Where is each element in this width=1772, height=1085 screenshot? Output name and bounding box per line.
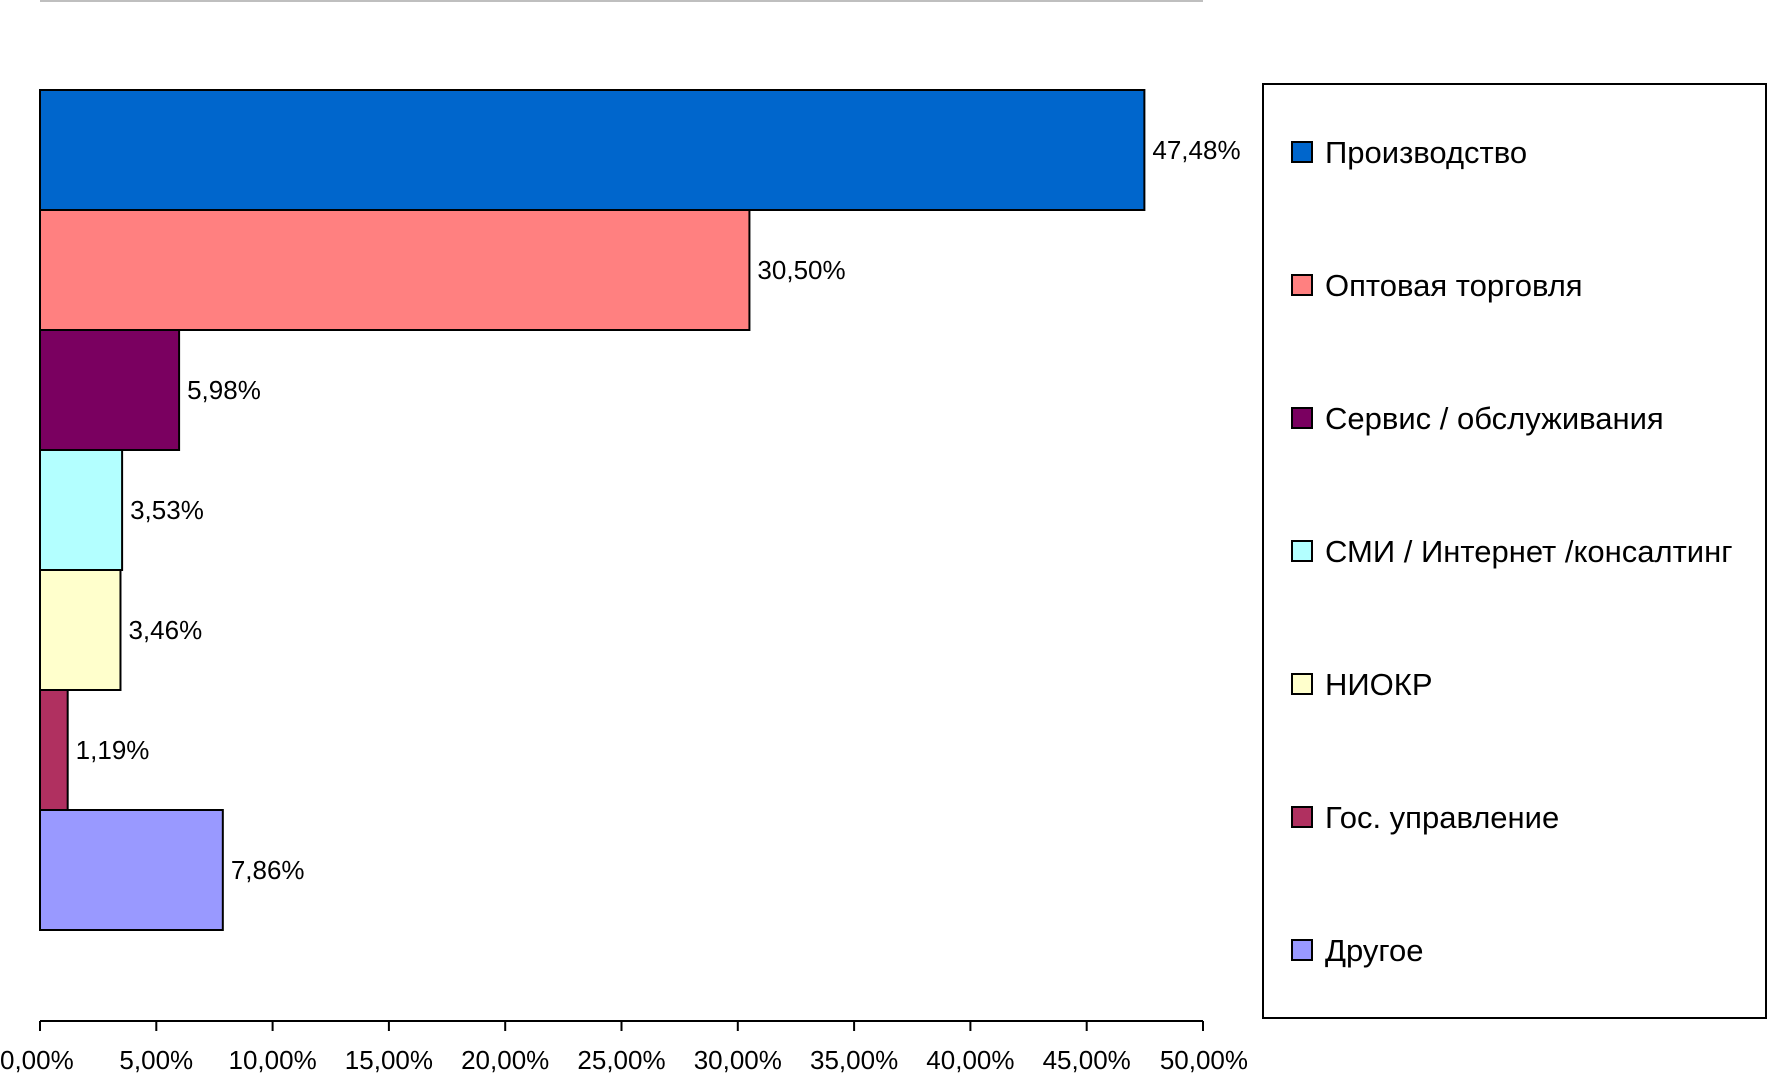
legend-label-4: НИОКР [1325,667,1433,702]
legend-swatch-4 [1291,673,1313,695]
data-label-5: 1,19% [76,735,150,765]
data-label-2: 5,98% [187,375,261,405]
data-label-0: 47,48% [1152,135,1240,165]
legend-label-3: СМИ / Интернет /консалтинг [1325,534,1733,569]
x-tick-label-4: 20,00% [461,1045,549,1075]
bar-6 [39,809,224,931]
data-label-1: 30,50% [757,255,845,285]
legend-box [1262,83,1767,1019]
legend-swatch-3 [1291,540,1313,562]
x-tick-label-0: 0,00% [0,1045,74,1075]
x-axis: 0,00% 5,00% 10,00% 15,00% 20,00% 25,00% 30,00%… [0,1020,1248,1075]
legend-swatch-1 [1291,274,1313,296]
bars-group [39,89,1146,931]
x-tick-label-2: 10,00% [229,1045,317,1075]
data-label-3: 3,53% [130,495,204,525]
x-tick-label-3: 15,00% [345,1045,433,1075]
bar-1 [39,209,751,331]
x-tick-label-8: 40,00% [926,1045,1014,1075]
data-labels-group: 47,48% 30,50% 5,98% 3,53% 3,46% 1,19% 7,86% [76,135,1241,885]
bar-4 [39,569,122,691]
data-label-4: 3,46% [128,615,202,645]
data-label-6: 7,86% [231,855,305,885]
bar-2 [39,329,181,451]
legend-label-1: Оптовая торговля [1325,268,1583,303]
legend-swatch-0 [1291,141,1313,163]
bar-5 [39,689,69,811]
legend-label-2: Сервис / обслуживания [1325,401,1664,436]
legend-label-6: Другое [1325,933,1424,968]
bar-0 [39,89,1146,211]
x-tick-label-7: 35,00% [810,1045,898,1075]
legend-swatch-6 [1291,939,1313,961]
legend: Производство Оптовая торговля Сервис / обс… [1262,83,1767,1019]
x-tick-label-10: 50,00% [1160,1045,1248,1075]
legend-swatch-2 [1291,407,1313,429]
x-tick-label-9: 45,00% [1043,1045,1131,1075]
x-tick-label-1: 5,00% [119,1045,193,1075]
x-tick-label-5: 25,00% [577,1045,665,1075]
legend-label-5: Гос. управление [1325,800,1559,835]
bar-3 [39,449,124,571]
x-tick-label-6: 30,00% [694,1045,782,1075]
legend-label-0: Производство [1325,135,1527,170]
legend-swatch-5 [1291,806,1313,828]
